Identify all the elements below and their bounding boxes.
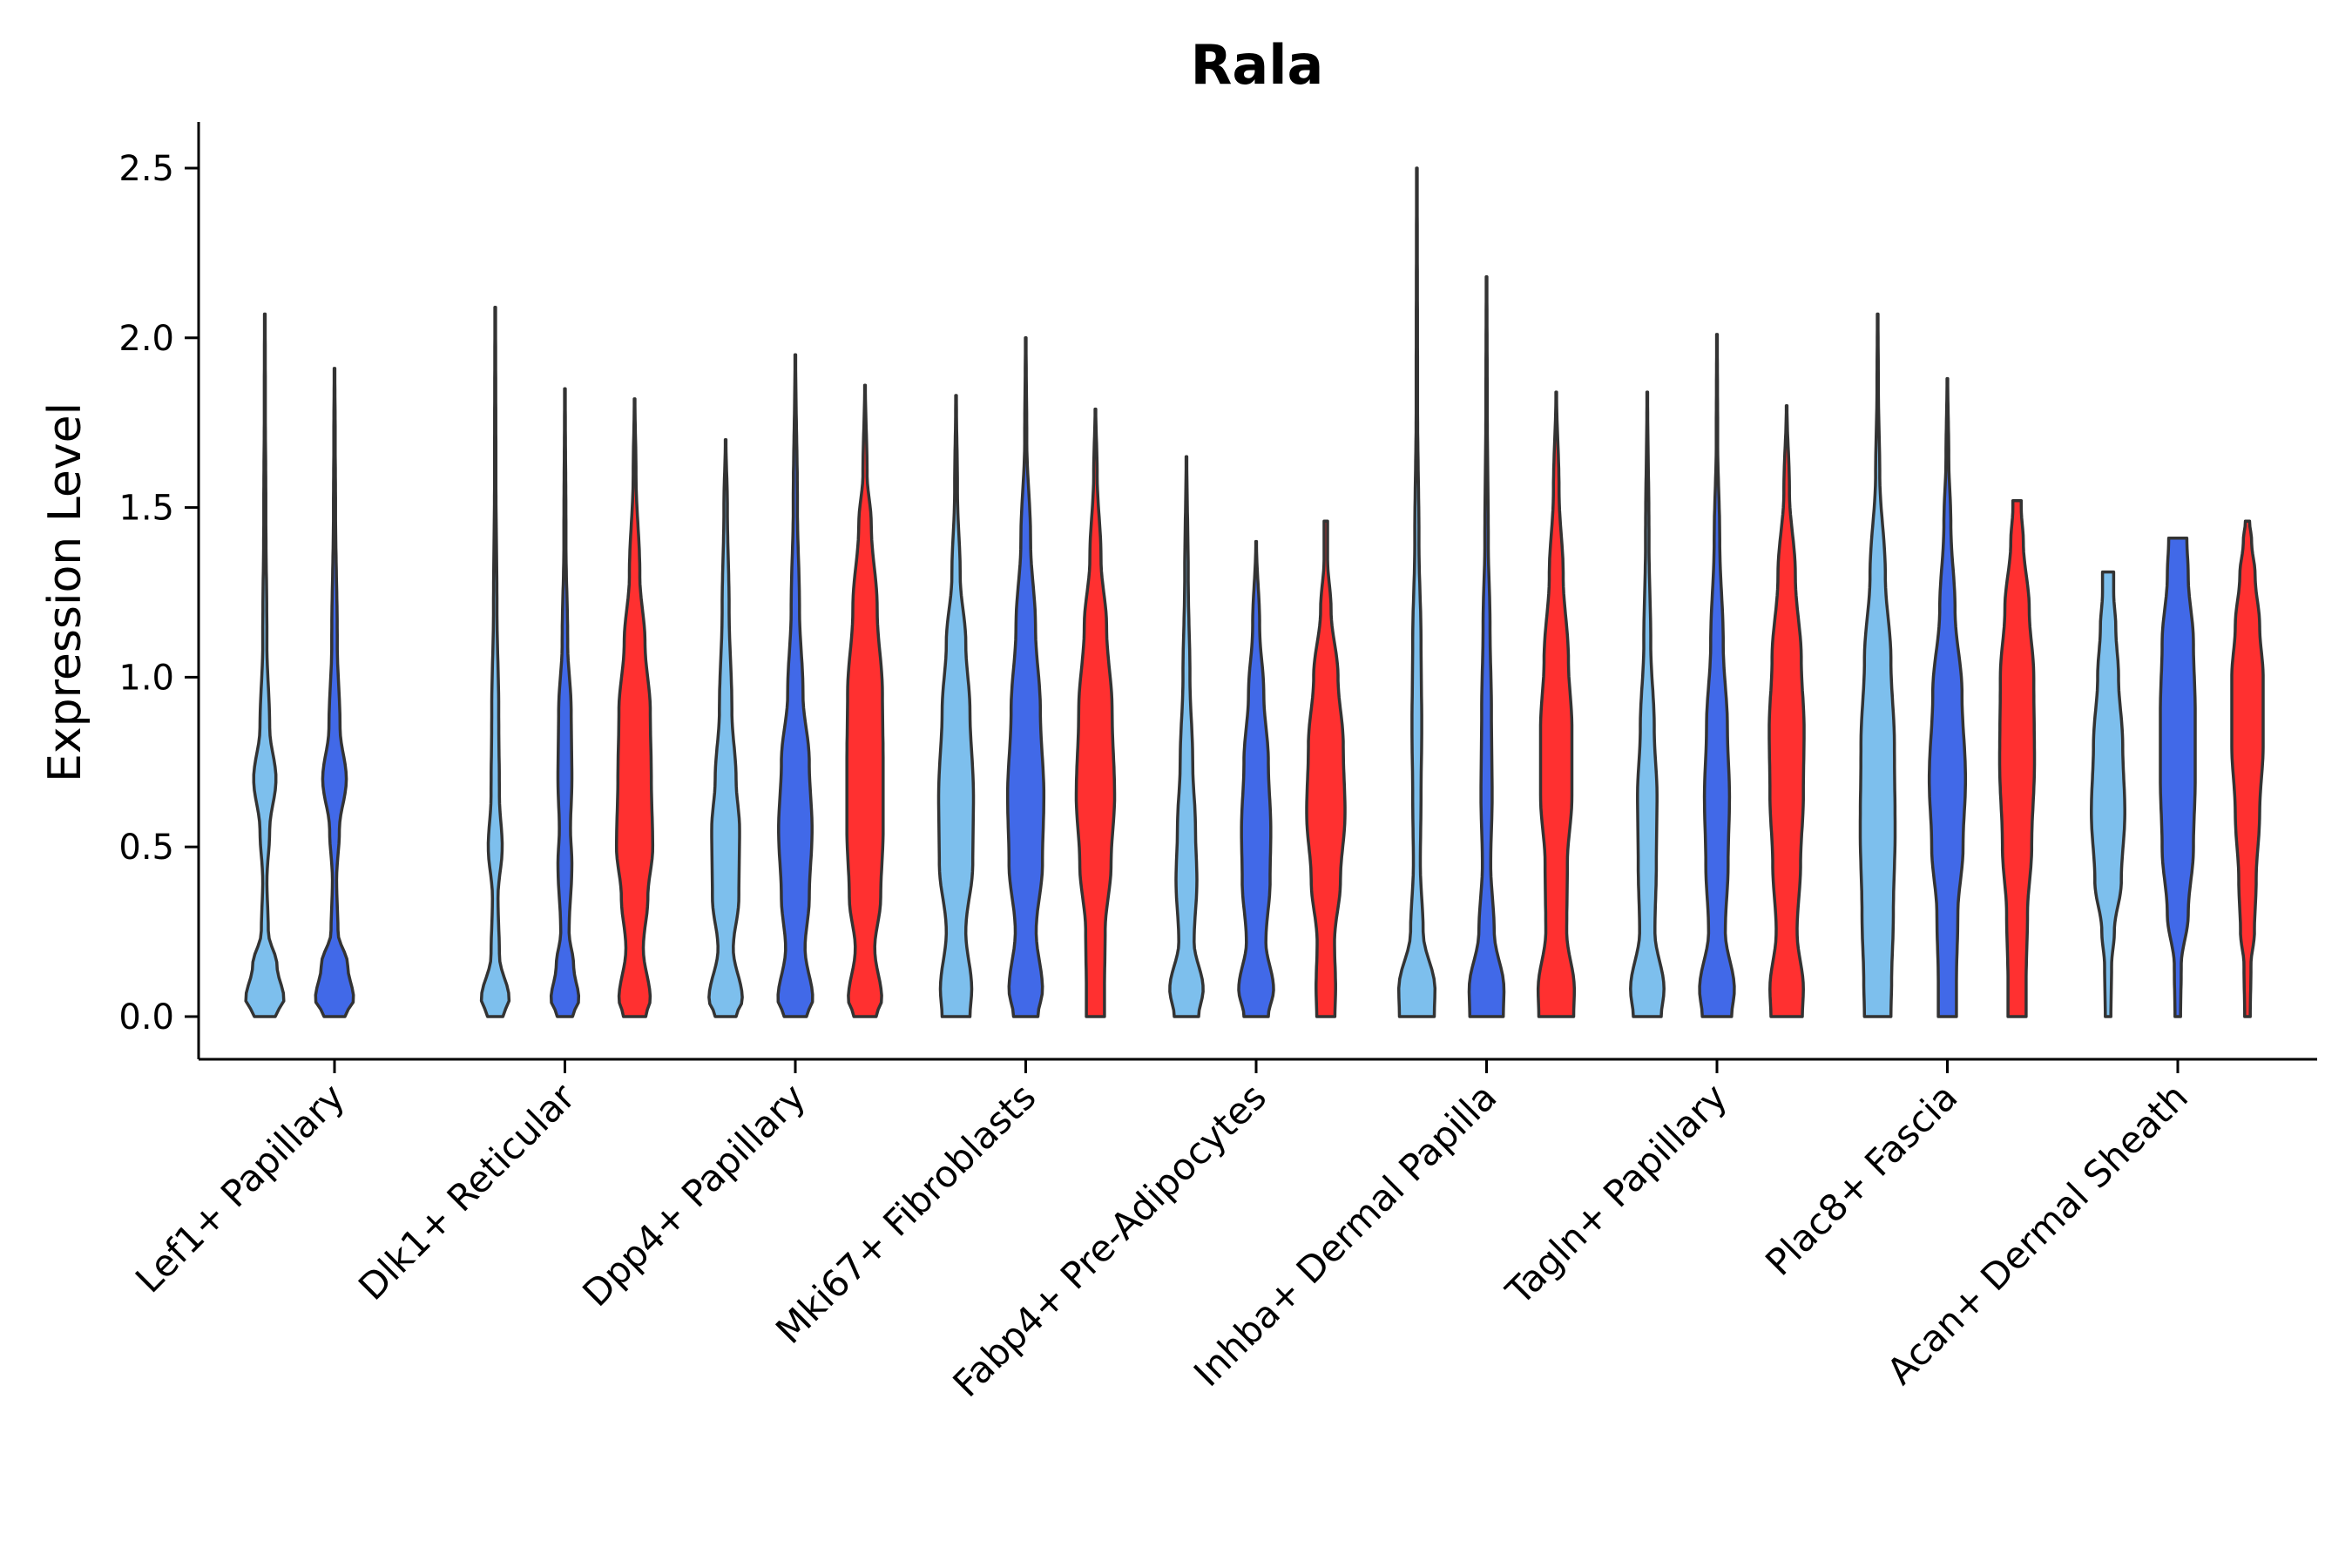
- violin-group3-cat4: [1305, 519, 1347, 1018]
- violin-group2-cat0: [314, 367, 355, 1018]
- violin-group3-cat3: [1074, 407, 1117, 1018]
- violin-group3-cat7: [1997, 499, 2037, 1018]
- violin-group3-cat6: [1767, 403, 1806, 1018]
- x-tick-label: Mki67+ Fibroblasts: [767, 1075, 1044, 1351]
- violin-group1-cat1: [479, 305, 511, 1018]
- y-tick-label: 0.0: [118, 997, 174, 1037]
- y-tick-label: 1.5: [118, 489, 174, 529]
- y-tick-label: 2.0: [118, 319, 174, 359]
- violin-group3-cat5: [1536, 390, 1577, 1018]
- violin-group2-cat7: [1927, 376, 1968, 1018]
- y-axis-label: Expression Level: [39, 402, 91, 782]
- violin-group3-cat8: [2230, 519, 2265, 1018]
- y-axis-ticks: 0.0 0.5 1.0 1.5 2.0 2.5: [118, 149, 199, 1037]
- violin-group3-cat1: [614, 397, 655, 1018]
- violin-group1-cat2: [707, 437, 744, 1018]
- violin-group1-cat6: [1629, 390, 1666, 1018]
- violin-group1-cat7: [1858, 312, 1897, 1018]
- x-tick-label: Lef1+ Papillary: [127, 1075, 353, 1301]
- violin-group2-cat5: [1467, 274, 1506, 1018]
- violin-group2-cat4: [1237, 539, 1275, 1018]
- y-tick-label: 0.5: [118, 828, 174, 868]
- violin-group1-cat5: [1396, 166, 1437, 1018]
- violin-group2-cat6: [1698, 333, 1736, 1018]
- violin-group2-cat3: [1005, 336, 1046, 1018]
- violin-group1-cat4: [1168, 455, 1205, 1018]
- y-tick-label: 1.0: [118, 658, 174, 698]
- y-tick-label: 2.5: [118, 149, 174, 189]
- violin-group1-cat3: [936, 394, 976, 1018]
- violins-layer: [244, 166, 2265, 1018]
- x-tick-label: Dlk1+ Reticular: [350, 1075, 584, 1308]
- violin-group2-cat8: [2159, 536, 2197, 1018]
- x-tick-label: Tagln+ Papillary: [1497, 1075, 1735, 1313]
- x-tick-label: Dpp4+ Papillary: [574, 1075, 814, 1315]
- violin-group3-cat2: [845, 383, 885, 1018]
- x-tick-label: Plac8+ Fascia: [1757, 1075, 1965, 1283]
- violin-group2-cat2: [776, 353, 814, 1018]
- violin-group1-cat8: [2090, 570, 2126, 1018]
- violin-group2-cat1: [549, 387, 581, 1018]
- violin-group1-cat0: [244, 312, 286, 1018]
- chart-title: Rala: [1191, 33, 1324, 97]
